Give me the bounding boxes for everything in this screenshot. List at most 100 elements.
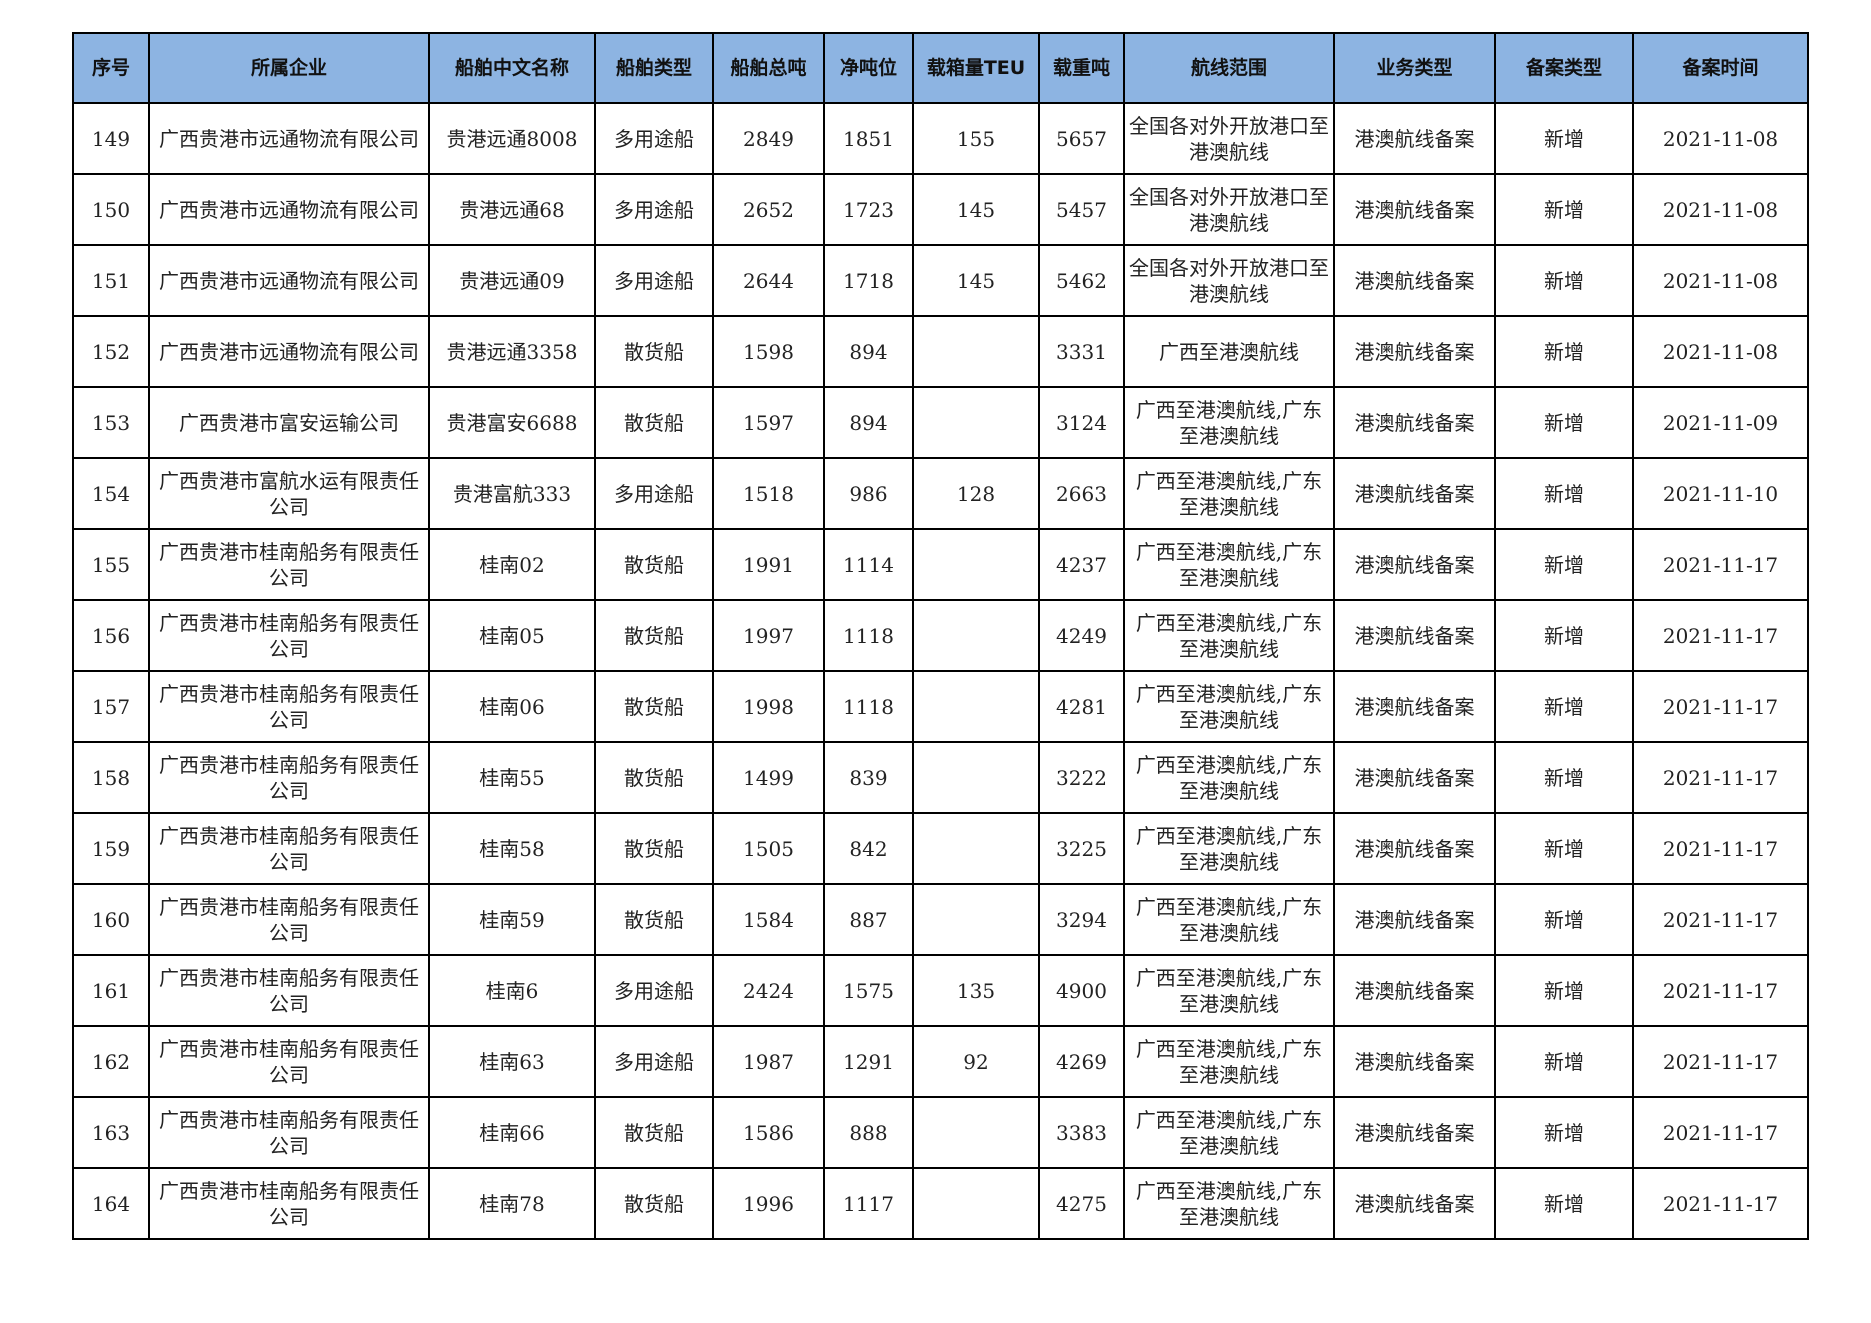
cell-net-tonnage: 839 bbox=[823, 741, 914, 814]
cell-deadweight: 4269 bbox=[1038, 1025, 1125, 1098]
cell-gross-tonnage: 2652 bbox=[712, 173, 825, 246]
cell-route: 全国各对外开放港口至港澳航线 bbox=[1123, 244, 1335, 317]
cell-ship-type: 多用途船 bbox=[594, 102, 714, 175]
cell-gross-tonnage: 1499 bbox=[712, 741, 825, 814]
cell-company: 广西贵港市桂南船务有限责任公司 bbox=[148, 741, 430, 814]
ship-registry-table: 序号 所属企业 船舶中文名称 船舶类型 船舶总吨 净吨位 载箱量TEU 载重吨 航线范围 业务类型… bbox=[72, 32, 1809, 1240]
cell-ship-name: 桂南02 bbox=[428, 528, 596, 601]
cell-filing-date: 2021-11-17 bbox=[1632, 883, 1809, 956]
cell-ship-type: 散货船 bbox=[594, 315, 714, 388]
cell-net-tonnage: 1118 bbox=[823, 670, 914, 743]
cell-seq: 151 bbox=[72, 244, 150, 317]
table-row: 157 广西贵港市桂南船务有限责任公司 桂南06 散货船 1998 1118 4281 广西至… bbox=[72, 670, 1809, 743]
header-net-tonnage: 净吨位 bbox=[823, 32, 914, 104]
cell-filing-date: 2021-11-17 bbox=[1632, 812, 1809, 885]
cell-route: 广西至港澳航线,广东至港澳航线 bbox=[1123, 528, 1335, 601]
cell-seq: 156 bbox=[72, 599, 150, 672]
cell-teu: 92 bbox=[912, 1025, 1040, 1098]
cell-net-tonnage: 1118 bbox=[823, 599, 914, 672]
cell-net-tonnage: 1117 bbox=[823, 1167, 914, 1240]
cell-seq: 152 bbox=[72, 315, 150, 388]
cell-route: 广西至港澳航线,广东至港澳航线 bbox=[1123, 812, 1335, 885]
cell-ship-name: 桂南55 bbox=[428, 741, 596, 814]
cell-business-type: 港澳航线备案 bbox=[1333, 1025, 1496, 1098]
cell-route: 广西至港澳航线,广东至港澳航线 bbox=[1123, 457, 1335, 530]
cell-deadweight: 4900 bbox=[1038, 954, 1125, 1027]
cell-ship-name: 桂南06 bbox=[428, 670, 596, 743]
cell-seq: 154 bbox=[72, 457, 150, 530]
cell-filing-type: 新增 bbox=[1494, 812, 1634, 885]
cell-teu bbox=[912, 1096, 1040, 1169]
cell-teu bbox=[912, 599, 1040, 672]
cell-filing-date: 2021-11-09 bbox=[1632, 386, 1809, 459]
cell-filing-date: 2021-11-17 bbox=[1632, 1096, 1809, 1169]
cell-seq: 150 bbox=[72, 173, 150, 246]
cell-filing-type: 新增 bbox=[1494, 1025, 1634, 1098]
cell-deadweight: 3124 bbox=[1038, 386, 1125, 459]
header-teu: 载箱量TEU bbox=[912, 32, 1040, 104]
cell-company: 广西贵港市桂南船务有限责任公司 bbox=[148, 954, 430, 1027]
cell-net-tonnage: 894 bbox=[823, 315, 914, 388]
table-row: 159 广西贵港市桂南船务有限责任公司 桂南58 散货船 1505 842 3225 广西至港… bbox=[72, 812, 1809, 885]
cell-ship-name: 贵港富航333 bbox=[428, 457, 596, 530]
header-ship-name: 船舶中文名称 bbox=[428, 32, 596, 104]
header-deadweight: 载重吨 bbox=[1038, 32, 1125, 104]
cell-filing-date: 2021-11-17 bbox=[1632, 1167, 1809, 1240]
cell-teu: 145 bbox=[912, 244, 1040, 317]
cell-gross-tonnage: 1996 bbox=[712, 1167, 825, 1240]
cell-filing-date: 2021-11-17 bbox=[1632, 528, 1809, 601]
cell-route: 广西至港澳航线 bbox=[1123, 315, 1335, 388]
cell-company: 广西贵港市桂南船务有限责任公司 bbox=[148, 1025, 430, 1098]
cell-seq: 157 bbox=[72, 670, 150, 743]
cell-ship-type: 散货船 bbox=[594, 386, 714, 459]
table-row: 153 广西贵港市富安运输公司 贵港富安6688 散货船 1597 894 3124 广西至港… bbox=[72, 386, 1809, 459]
cell-business-type: 港澳航线备案 bbox=[1333, 102, 1496, 175]
cell-gross-tonnage: 1598 bbox=[712, 315, 825, 388]
cell-net-tonnage: 1291 bbox=[823, 1025, 914, 1098]
cell-ship-name: 桂南78 bbox=[428, 1167, 596, 1240]
cell-filing-date: 2021-11-17 bbox=[1632, 670, 1809, 743]
cell-deadweight: 4275 bbox=[1038, 1167, 1125, 1240]
cell-company: 广西贵港市远通物流有限公司 bbox=[148, 173, 430, 246]
cell-gross-tonnage: 1997 bbox=[712, 599, 825, 672]
table-row: 158 广西贵港市桂南船务有限责任公司 桂南55 散货船 1499 839 3222 广西至港… bbox=[72, 741, 1809, 814]
table-row: 163 广西贵港市桂南船务有限责任公司 桂南66 散货船 1586 888 3383 广西至港… bbox=[72, 1096, 1809, 1169]
cell-filing-type: 新增 bbox=[1494, 1167, 1634, 1240]
header-filing-type: 备案类型 bbox=[1494, 32, 1634, 104]
cell-seq: 164 bbox=[72, 1167, 150, 1240]
table-row: 150 广西贵港市远通物流有限公司 贵港远通68 多用途船 2652 1723 145 545… bbox=[72, 173, 1809, 246]
cell-net-tonnage: 888 bbox=[823, 1096, 914, 1169]
cell-seq: 158 bbox=[72, 741, 150, 814]
cell-deadweight: 3222 bbox=[1038, 741, 1125, 814]
table-row: 164 广西贵港市桂南船务有限责任公司 桂南78 散货船 1996 1117 4275 广西至… bbox=[72, 1167, 1809, 1240]
cell-gross-tonnage: 1597 bbox=[712, 386, 825, 459]
cell-filing-date: 2021-11-17 bbox=[1632, 741, 1809, 814]
cell-ship-name: 贵港远通68 bbox=[428, 173, 596, 246]
cell-net-tonnage: 1575 bbox=[823, 954, 914, 1027]
cell-company: 广西贵港市桂南船务有限责任公司 bbox=[148, 670, 430, 743]
cell-filing-type: 新增 bbox=[1494, 173, 1634, 246]
table-row: 152 广西贵港市远通物流有限公司 贵港远通3358 散货船 1598 894 3331 广西… bbox=[72, 315, 1809, 388]
cell-gross-tonnage: 2424 bbox=[712, 954, 825, 1027]
cell-ship-name: 桂南58 bbox=[428, 812, 596, 885]
header-row: 序号 所属企业 船舶中文名称 船舶类型 船舶总吨 净吨位 载箱量TEU 载重吨 航线范围 业务类型… bbox=[72, 32, 1809, 104]
cell-net-tonnage: 1718 bbox=[823, 244, 914, 317]
cell-company: 广西贵港市远通物流有限公司 bbox=[148, 244, 430, 317]
cell-deadweight: 3331 bbox=[1038, 315, 1125, 388]
header-filing-date: 备案时间 bbox=[1632, 32, 1809, 104]
cell-net-tonnage: 986 bbox=[823, 457, 914, 530]
cell-ship-name: 桂南66 bbox=[428, 1096, 596, 1169]
cell-deadweight: 3383 bbox=[1038, 1096, 1125, 1169]
cell-filing-type: 新增 bbox=[1494, 102, 1634, 175]
cell-filing-date: 2021-11-08 bbox=[1632, 173, 1809, 246]
header-route: 航线范围 bbox=[1123, 32, 1335, 104]
cell-gross-tonnage: 2644 bbox=[712, 244, 825, 317]
cell-net-tonnage: 842 bbox=[823, 812, 914, 885]
table-row: 162 广西贵港市桂南船务有限责任公司 桂南63 多用途船 1987 1291 92 4269… bbox=[72, 1025, 1809, 1098]
cell-teu bbox=[912, 883, 1040, 956]
cell-route: 广西至港澳航线,广东至港澳航线 bbox=[1123, 599, 1335, 672]
cell-filing-type: 新增 bbox=[1494, 457, 1634, 530]
cell-business-type: 港澳航线备案 bbox=[1333, 741, 1496, 814]
cell-ship-type: 散货船 bbox=[594, 812, 714, 885]
cell-teu bbox=[912, 386, 1040, 459]
